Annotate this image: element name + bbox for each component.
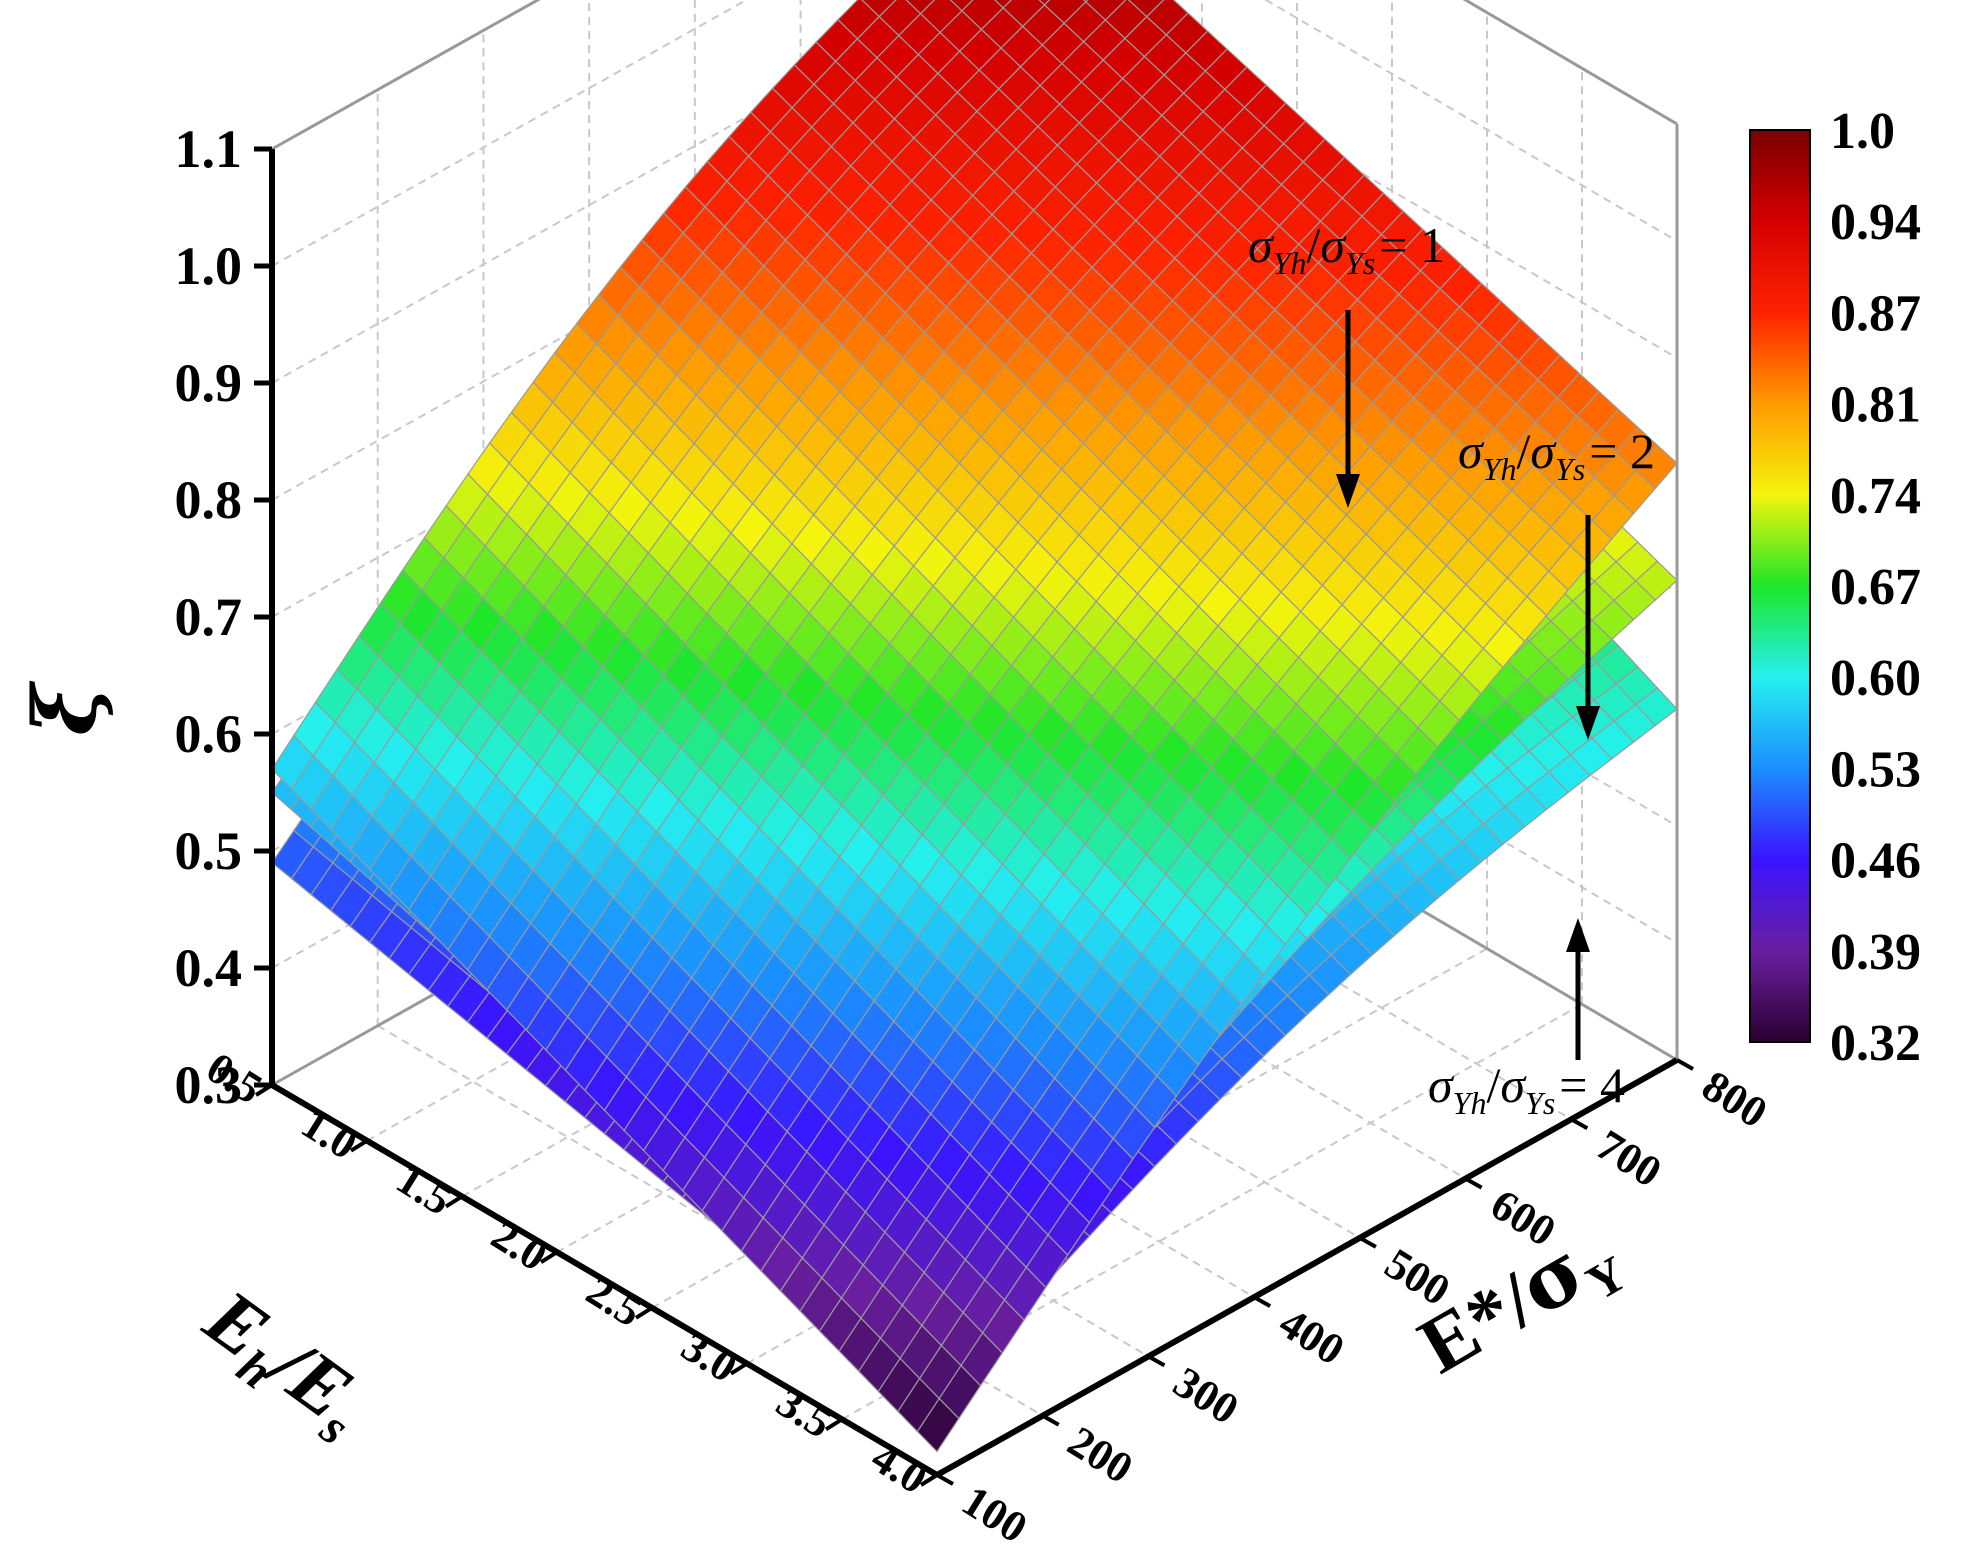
x-tick-label: 4.0 xyxy=(863,1433,936,1504)
ann4-sym2: σ xyxy=(1500,1057,1527,1113)
z-axis-label: ξ xyxy=(15,680,116,735)
ann2-slash: / xyxy=(1516,423,1530,479)
z-tick-label: 0.4 xyxy=(175,938,243,998)
colorbar-tick-label: 0.81 xyxy=(1830,377,1921,434)
y-tick-mark xyxy=(936,1473,954,1486)
svg-text:Eh/Es: Eh/Es xyxy=(183,1273,383,1456)
y-tick-mark xyxy=(1570,1117,1589,1131)
wall-edge xyxy=(271,0,541,151)
ann1-sym2: σ xyxy=(1320,217,1347,273)
z-tick-label: 1.1 xyxy=(175,119,243,179)
ann4-sub1: Yh xyxy=(1453,1085,1487,1121)
annotation-ratio-1: σYh/σYs= 1 xyxy=(1248,217,1445,508)
x-axis-label: Eh/Es xyxy=(183,1273,383,1456)
x-tick-mark xyxy=(539,1250,559,1264)
colorbar-tick-label: 0.53 xyxy=(1830,741,1921,798)
x-tick-mark xyxy=(824,1417,844,1431)
ann1-sym: σ xyxy=(1248,217,1275,273)
z-tick-label: 1.0 xyxy=(175,236,243,296)
arrowhead-ratio-2 xyxy=(1576,706,1600,740)
y-tick-label: 700 xyxy=(1588,1120,1670,1197)
x-tick-mark xyxy=(254,1083,274,1097)
x-tick-label: 1.0 xyxy=(293,1098,366,1169)
ann1-sub2: Ys xyxy=(1345,245,1375,281)
ann1-sub1: Yh xyxy=(1273,245,1307,281)
x-tick-mark xyxy=(349,1139,369,1153)
x-tick-mark xyxy=(634,1306,654,1320)
annotation-ratio-2: σYh/σYs= 2 xyxy=(1458,423,1655,740)
surface-patch xyxy=(916,1397,960,1453)
y-tick-label: 800 xyxy=(1694,1061,1776,1138)
y-tick-label: 100 xyxy=(954,1476,1036,1546)
colorbar-gradient xyxy=(1749,129,1811,1043)
z-tick-label: 0.9 xyxy=(175,353,243,413)
x-tick-mark xyxy=(729,1361,749,1376)
x-tick-label: 2.5 xyxy=(578,1266,651,1337)
annotation-ratio-4: σYh/σYs= 4 xyxy=(1428,918,1625,1121)
colorbar-tick-label: 0.87 xyxy=(1830,285,1921,342)
ann2-sym2: σ xyxy=(1530,423,1557,479)
y-tick-mark xyxy=(1358,1236,1377,1249)
surface-patch xyxy=(1038,0,1051,6)
ann4-sub2: Ys xyxy=(1525,1085,1555,1121)
arrowhead-ratio-1 xyxy=(1336,474,1360,508)
ann1-eq: = 1 xyxy=(1379,217,1445,273)
colorbar: 1.0 0.94 0.87 0.81 0.74 0.67 0.60 0.53 0.46 0.39 0… xyxy=(1749,103,1921,1072)
z-tick-label: 0.3 xyxy=(175,1055,243,1115)
x-axis-line xyxy=(270,1082,939,1478)
ann4-eq: = 4 xyxy=(1559,1057,1625,1113)
colorbar-tick-label: 0.67 xyxy=(1830,559,1921,616)
x-tick-label: 3.5 xyxy=(768,1377,841,1448)
y-axis-line xyxy=(935,1057,1679,1478)
x-tick-label: 2.0 xyxy=(483,1210,556,1281)
colorbar-tick-label: 0.39 xyxy=(1830,924,1921,981)
ann4-sym: σ xyxy=(1428,1057,1455,1113)
x-tick-mark xyxy=(444,1194,464,1209)
x-tick-label: 1.5 xyxy=(388,1154,461,1225)
y-tick-mark xyxy=(1464,1176,1483,1190)
z-tick-label: 0.5 xyxy=(175,821,243,881)
z-tick-label: 0.6 xyxy=(175,704,243,764)
y-tick-label: 400 xyxy=(1271,1298,1353,1375)
x-tick-mark xyxy=(919,1473,939,1487)
y-tick-label: 200 xyxy=(1059,1417,1141,1494)
colorbar-ticks: 1.0 0.94 0.87 0.81 0.74 0.67 0.60 0.53 0.46 0.39 0… xyxy=(1830,103,1921,1072)
ann2-sub2: Ys xyxy=(1555,451,1585,487)
colorbar-tick-label: 0.60 xyxy=(1830,650,1921,707)
grid-line xyxy=(271,0,749,267)
colorbar-tick-label: 0.32 xyxy=(1830,1015,1921,1072)
surface-layers xyxy=(271,0,1678,1453)
svg-text:σYh/σYs= 2: σYh/σYs= 2 xyxy=(1458,423,1655,487)
grid-line xyxy=(377,1024,1044,1417)
ann4-slash: / xyxy=(1486,1057,1500,1113)
x-tick-label: 3.0 xyxy=(673,1321,746,1392)
colorbar-tick-label: 0.46 xyxy=(1830,833,1921,890)
ann2-eq: = 2 xyxy=(1589,423,1655,479)
y-tick-label: 300 xyxy=(1165,1357,1247,1434)
ann1-slash: / xyxy=(1306,217,1320,273)
y-tick-mark xyxy=(1253,1295,1272,1308)
svg-text:σYh/σYs= 4: σYh/σYs= 4 xyxy=(1428,1057,1625,1121)
grid-line xyxy=(1264,0,1678,242)
ann2-sub1: Yh xyxy=(1483,451,1517,487)
y-tick-mark xyxy=(1676,1058,1694,1071)
y-tick-mark xyxy=(1041,1413,1060,1427)
svg-text:σYh/σYs= 1: σYh/σYs= 1 xyxy=(1248,217,1445,281)
colorbar-tick-label: 1.0 xyxy=(1830,103,1895,160)
surface-3 xyxy=(271,0,1678,1453)
wall-edge xyxy=(1462,0,1678,126)
ann2-sym: σ xyxy=(1458,423,1485,479)
colorbar-tick-label: 0.94 xyxy=(1830,194,1921,251)
colorbar-tick-label: 0.74 xyxy=(1830,468,1921,525)
arrowhead-ratio-4 xyxy=(1566,918,1590,952)
y-tick-mark xyxy=(1147,1354,1166,1368)
z-tick-label: 0.7 xyxy=(175,587,243,647)
z-tick-label: 0.8 xyxy=(175,470,243,530)
z-axis-ticks: 0.3 0.4 0.5 0.6 0.7 0.8 0.9 1.0 1.1 xyxy=(175,119,272,1115)
